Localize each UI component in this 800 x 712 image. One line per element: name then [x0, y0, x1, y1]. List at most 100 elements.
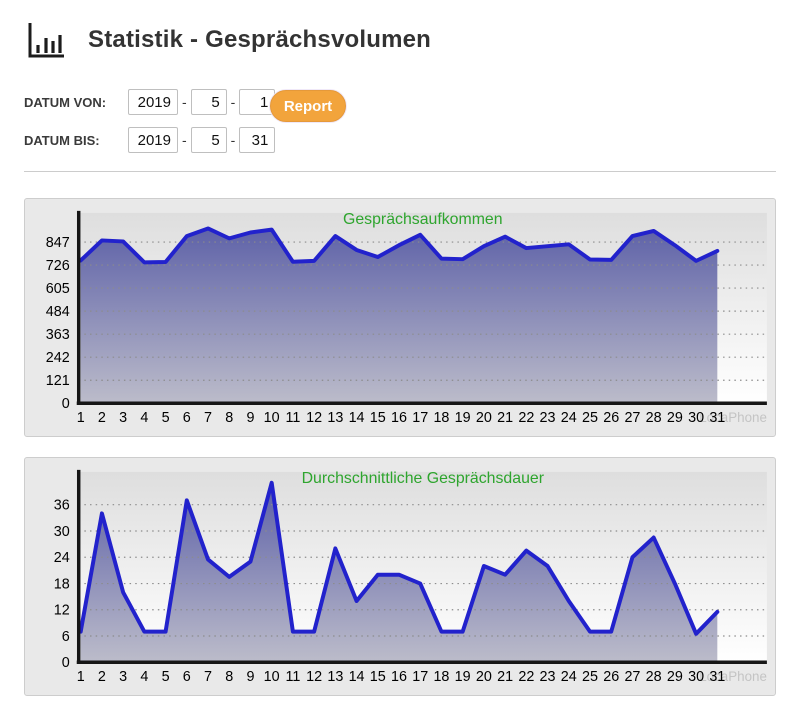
y-tick-label: 0 [62, 655, 70, 671]
date-from-label: DATUM VON: [24, 94, 107, 110]
x-tick-label: 15 [370, 410, 386, 426]
date-from-year-input[interactable] [128, 89, 178, 115]
x-tick-label: 14 [349, 669, 365, 685]
x-tick-label: 11 [285, 410, 300, 426]
x-tick-label: 21 [497, 410, 513, 426]
x-tick-label: 14 [349, 410, 365, 426]
x-tick-label: 18 [433, 669, 449, 685]
y-tick-label: 242 [46, 350, 70, 366]
x-tick-label: 1 [77, 410, 85, 426]
y-tick-label: 0 [62, 396, 70, 412]
date-to-row: DATUM BIS: - - [24, 126, 276, 154]
date-separator: - [230, 132, 236, 148]
y-tick-label: 12 [54, 603, 70, 619]
x-tick-label: 28 [646, 410, 662, 426]
x-tick-label: 6 [183, 669, 191, 685]
watermark: LocaPhone [699, 410, 767, 425]
x-tick-label: 29 [667, 410, 683, 426]
date-from-day-input[interactable] [239, 89, 276, 115]
x-tick-label: 5 [162, 410, 170, 426]
x-tick-label: 9 [246, 669, 254, 685]
x-tick-label: 17 [412, 410, 428, 426]
x-tick-label: 27 [624, 669, 640, 685]
report-button[interactable]: Report [270, 90, 346, 122]
x-tick-label: 20 [476, 669, 492, 685]
x-tick-label: 30 [688, 669, 704, 685]
x-tick-label: 2 [98, 669, 106, 685]
y-tick-label: 605 [46, 281, 70, 297]
x-tick-label: 17 [412, 669, 428, 685]
x-tick-label: 12 [306, 410, 322, 426]
x-tick-label: 6 [183, 410, 191, 426]
date-separator: - [230, 94, 236, 110]
x-tick-label: 1 [77, 669, 85, 685]
area-fill [80, 482, 718, 663]
y-tick-label: 24 [54, 550, 70, 566]
chart-title: Durchschnittliche Gesprächsdauer [302, 470, 545, 487]
date-separator: - [182, 132, 187, 148]
data-line [78, 226, 720, 265]
date-to-day-input[interactable] [239, 127, 276, 153]
x-tick-label: 23 [540, 669, 556, 685]
x-tick-label: 18 [433, 410, 449, 426]
chart-title: Gesprächsaufkommen [343, 211, 503, 228]
x-tick-label: 13 [327, 669, 343, 685]
x-tick-label: 5 [162, 669, 170, 685]
chart-call-duration: 36 30 24 18 12 6 0 LocaPhone 1 2 3 4 5 6 7 8 9 10 11 12 13 14… [24, 457, 776, 696]
x-tick-label: 31 [709, 410, 725, 426]
date-to-label: DATUM BIS: [24, 132, 100, 148]
y-tick-label: 30 [54, 524, 70, 540]
y-tick-label: 121 [46, 373, 70, 389]
date-from-row: DATUM VON: - - [24, 88, 276, 116]
y-tick-label: 36 [54, 498, 70, 514]
x-tick-label: 31 [709, 669, 725, 685]
x-tick-label: 7 [204, 669, 212, 685]
section-divider [24, 171, 776, 172]
chart-call-volume: 847 726 605 484 363 242 121 0 LocaPhone 1 2 3 4 5 6 7 8 9… [24, 198, 776, 437]
x-tick-label: 19 [455, 669, 471, 685]
x-tick-label: 3 [119, 410, 127, 426]
x-tick-label: 11 [285, 669, 300, 685]
x-tick-label: 20 [476, 410, 492, 426]
x-tick-label: 7 [204, 410, 212, 426]
axes [76, 210, 767, 406]
axes [76, 469, 767, 665]
x-tick-label: 8 [225, 410, 233, 426]
x-tick-label: 24 [561, 410, 577, 426]
x-tick-label: 13 [327, 410, 343, 426]
x-tick-label: 25 [582, 410, 598, 426]
y-tick-label: 726 [46, 258, 70, 274]
y-tick-label: 484 [46, 304, 70, 320]
bar-chart-icon [24, 20, 68, 62]
y-tick-label: 18 [54, 576, 70, 592]
x-tick-label: 10 [264, 669, 280, 685]
date-to-year-input[interactable] [128, 127, 178, 153]
x-tick-label: 15 [370, 669, 386, 685]
x-tick-label: 23 [540, 410, 556, 426]
x-tick-label: 16 [391, 669, 407, 685]
date-from-month-input[interactable] [190, 89, 227, 115]
x-tick-label: 12 [306, 669, 322, 685]
watermark: LocaPhone [699, 669, 767, 684]
x-tick-label: 4 [140, 410, 148, 426]
x-tick-label: 3 [119, 669, 127, 685]
area-fill [80, 228, 718, 404]
y-tick-label: 363 [46, 327, 70, 343]
x-tick-label: 4 [140, 669, 148, 685]
x-tick-label: 27 [624, 410, 640, 426]
x-tick-label: 26 [603, 669, 619, 685]
y-tick-label: 6 [62, 629, 70, 645]
x-tick-label: 21 [497, 669, 513, 685]
x-tick-label: 24 [561, 669, 577, 685]
x-tick-label: 25 [582, 669, 598, 685]
date-to-month-input[interactable] [190, 127, 227, 153]
y-tick-label: 847 [46, 235, 70, 251]
x-tick-label: 28 [646, 669, 662, 685]
data-line [78, 480, 720, 636]
x-tick-label: 26 [603, 410, 619, 426]
x-tick-label: 9 [246, 410, 254, 426]
x-tick-label: 16 [391, 410, 407, 426]
page-title: Statistik - Gesprächsvolumen [88, 26, 432, 53]
x-tick-label: 22 [518, 669, 534, 685]
